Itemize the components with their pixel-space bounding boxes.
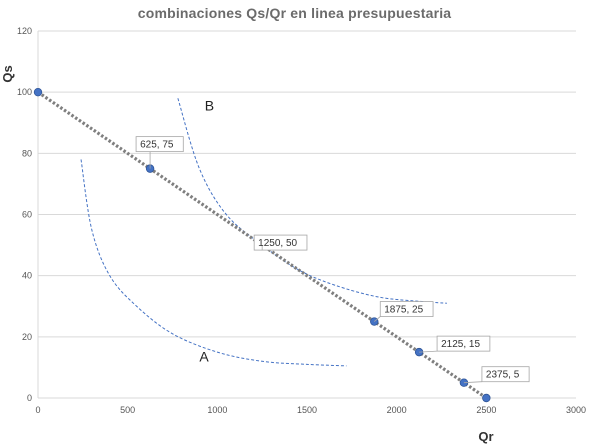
- data-label-leader: [373, 316, 381, 322]
- data-label: 625, 75: [135, 136, 184, 169]
- data-point: [33, 87, 43, 97]
- data-label-box: [135, 136, 184, 153]
- data-label-box: [481, 366, 530, 383]
- curve-b: [177, 98, 447, 304]
- data-label-text: 2375, 5: [486, 370, 520, 381]
- chart-title: combinaciones Qs/Qr en linea presupuesta…: [137, 5, 452, 21]
- data-label-leader: [419, 350, 438, 353]
- y-tick-label: 100: [17, 87, 32, 97]
- data-label: 2375, 5: [463, 366, 530, 384]
- axis-ticks: 0 20 40 60 80 100 120 0 500 1000 1500 2000 2500 3000: [17, 26, 586, 415]
- data-label-box: [379, 301, 434, 317]
- x-tick-label: 2500: [476, 405, 496, 415]
- x-tick-label: 2000: [387, 405, 407, 415]
- y-axis-title: Qs: [0, 65, 15, 82]
- x-tick-label: 500: [120, 405, 135, 415]
- data-label-text: 1250, 50: [258, 238, 297, 249]
- x-tick-label: 1500: [297, 405, 317, 415]
- data-labels: 625, 75 1250, 50 1875, 25 2125, 15 2375, 5: [135, 136, 530, 384]
- y-tick-label: 20: [22, 332, 32, 342]
- x-tick-label: 3000: [566, 405, 586, 415]
- data-label: 1875, 25: [373, 301, 434, 322]
- curve-a: [80, 159, 347, 367]
- gridlines: [37, 30, 576, 399]
- y-tick-label: 80: [22, 148, 32, 158]
- curve-label-a: A: [199, 348, 209, 364]
- data-label-text: 625, 75: [140, 140, 174, 151]
- data-point: [482, 393, 491, 403]
- data-label: 1250, 50: [253, 234, 308, 251]
- indifference-curves: AB: [80, 98, 447, 367]
- data-label-leader: [463, 381, 482, 384]
- curve-label-b: B: [205, 98, 214, 114]
- x-axis-title: Qr: [478, 429, 493, 444]
- y-tick-label: 60: [22, 210, 32, 220]
- y-tick-label: 40: [22, 271, 32, 281]
- data-label-text: 2125, 15: [441, 339, 480, 350]
- x-tick-label: 1000: [207, 405, 227, 415]
- data-label: 2125, 15: [419, 335, 491, 353]
- x-tick-label: 0: [35, 405, 40, 415]
- y-tick-label: 120: [17, 26, 32, 36]
- data-label-text: 1875, 25: [384, 305, 423, 316]
- y-tick-label: 0: [27, 393, 32, 403]
- data-label-box: [436, 335, 491, 352]
- data-label-box: [253, 234, 308, 251]
